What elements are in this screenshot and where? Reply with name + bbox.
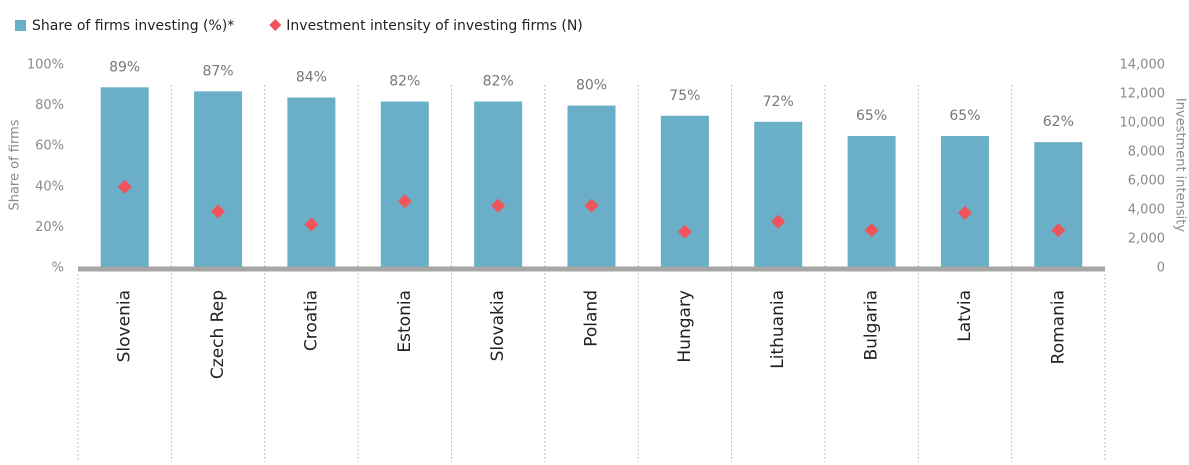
marker	[957, 205, 972, 220]
marker	[397, 194, 412, 209]
y2-tick-label: 4,000	[1128, 203, 1165, 218]
marker	[677, 224, 692, 239]
marker	[771, 214, 786, 229]
bar	[847, 136, 896, 268]
y-tick-label: 80%	[35, 98, 64, 113]
legend-label: Investment intensity of investing firms …	[286, 18, 583, 34]
y2-tick-label: 8,000	[1128, 145, 1165, 160]
y-tick-label: 20%	[35, 220, 64, 235]
y2-tick-label: 0	[1157, 261, 1165, 276]
bar	[100, 87, 149, 268]
y-tick-label: 100%	[27, 58, 64, 73]
y-axis-title: Share of firms	[8, 119, 23, 210]
y2-axis-title: Investment intensity	[1173, 98, 1188, 232]
value-label: 65%	[856, 108, 887, 124]
legend-label: Share of firms investing (%)*	[32, 18, 234, 34]
value-label: 84%	[296, 69, 327, 85]
value-label: 89%	[109, 59, 140, 75]
bar	[194, 91, 243, 268]
y2-tick-label: 10,000	[1120, 116, 1166, 131]
x-tick-label: Croatia	[301, 290, 321, 351]
bar	[660, 115, 709, 268]
x-tick-label: Hungary	[675, 290, 695, 363]
x-tick-label: Estonia	[395, 290, 415, 353]
value-label: 82%	[483, 74, 514, 90]
y2-tick-label: 6,000	[1128, 174, 1165, 189]
marker	[304, 217, 319, 232]
value-label: 72%	[763, 94, 794, 110]
x-tick-label: Latvia	[955, 290, 975, 342]
x-tick-label: Slovenia	[115, 290, 135, 362]
y-tick-label: 40%	[35, 179, 64, 194]
bar	[1034, 142, 1083, 268]
y2-tick-label: 12,000	[1120, 87, 1166, 102]
x-tick-label: Lithuania	[768, 290, 788, 369]
legend-swatch	[15, 20, 26, 31]
value-label: 65%	[949, 108, 980, 124]
marker	[117, 179, 132, 194]
x-tick-label: Poland	[582, 290, 602, 347]
marker	[864, 223, 879, 238]
bar	[380, 101, 429, 268]
x-tick-label: Romania	[1048, 290, 1068, 364]
y-tick-label: %	[52, 261, 64, 276]
value-label: 80%	[576, 78, 607, 94]
value-label: 75%	[669, 88, 700, 104]
value-label: 82%	[389, 74, 420, 90]
value-label: 87%	[202, 63, 233, 79]
marker	[584, 198, 599, 213]
bar	[940, 136, 989, 268]
bar	[754, 121, 803, 268]
value-label: 62%	[1043, 114, 1074, 130]
bar	[287, 97, 336, 268]
bar	[474, 101, 523, 268]
y2-tick-label: 2,000	[1128, 232, 1165, 247]
x-tick-label: Czech Rep	[208, 290, 228, 379]
marker	[1051, 223, 1066, 238]
x-tick-label: Slovakia	[488, 290, 508, 361]
legend-swatch	[269, 19, 282, 31]
x-tick-label: Bulgaria	[862, 290, 882, 361]
y-tick-label: 60%	[35, 139, 64, 154]
marker	[211, 204, 226, 219]
y2-tick-label: 14,000	[1120, 58, 1166, 73]
bar	[567, 105, 616, 268]
marker	[491, 198, 506, 213]
